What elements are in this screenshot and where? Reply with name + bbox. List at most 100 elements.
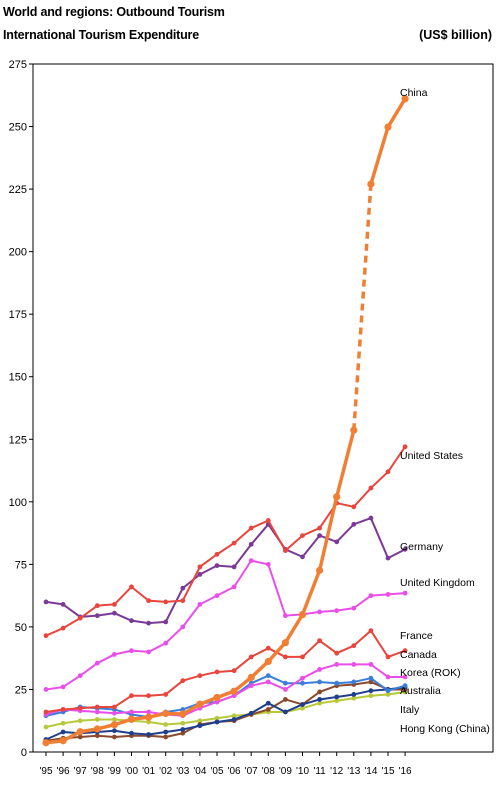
series-united-kingdom xyxy=(43,558,408,692)
series-label: France xyxy=(400,630,433,642)
data-point xyxy=(180,598,186,604)
data-point xyxy=(146,649,152,655)
data-point xyxy=(402,444,408,450)
data-point xyxy=(317,689,322,695)
data-point xyxy=(231,717,237,722)
data-point xyxy=(60,720,66,726)
data-point xyxy=(112,652,117,657)
series-line xyxy=(45,663,407,717)
plot-frame xyxy=(32,63,494,753)
data-point xyxy=(351,692,357,697)
data-point xyxy=(351,605,357,611)
data-point xyxy=(401,95,409,103)
data-point xyxy=(129,693,134,699)
data-point xyxy=(146,732,152,737)
data-point xyxy=(283,687,288,692)
data-point xyxy=(129,648,134,654)
data-point xyxy=(163,640,169,646)
data-point xyxy=(402,648,408,654)
data-point xyxy=(77,734,83,740)
data-point xyxy=(163,619,169,625)
x-tick-label: '97 xyxy=(74,766,87,777)
data-point xyxy=(317,667,322,672)
data-point xyxy=(334,608,340,614)
data-point xyxy=(368,593,374,599)
x-tick-label: '15 xyxy=(381,766,394,777)
y-tick-label: 175 xyxy=(9,309,27,321)
data-point xyxy=(146,719,152,725)
data-point xyxy=(230,687,238,695)
data-point xyxy=(368,679,374,685)
data-point xyxy=(163,722,169,727)
data-point xyxy=(351,679,357,685)
series-line xyxy=(44,428,356,745)
data-point xyxy=(247,673,255,682)
data-point xyxy=(77,705,83,711)
data-point xyxy=(197,564,203,570)
data-point xyxy=(163,599,169,605)
data-point xyxy=(317,679,322,685)
data-point xyxy=(368,662,374,667)
data-point xyxy=(265,700,271,706)
data-point xyxy=(59,737,67,745)
data-point xyxy=(77,615,83,621)
data-point xyxy=(94,603,100,609)
data-point xyxy=(264,657,272,666)
data-point xyxy=(300,533,305,538)
x-tick-label: '02 xyxy=(159,766,172,777)
data-point xyxy=(265,707,271,712)
data-point xyxy=(368,515,374,521)
data-point xyxy=(317,700,322,706)
series-label: United States xyxy=(400,450,463,462)
x-tick-label: '00 xyxy=(125,766,138,777)
data-point xyxy=(351,504,357,510)
data-point xyxy=(231,564,237,570)
data-point xyxy=(248,654,254,660)
data-point xyxy=(333,493,341,501)
data-point xyxy=(94,717,100,722)
data-point xyxy=(351,662,357,667)
data-point xyxy=(231,540,237,546)
data-point xyxy=(42,739,50,747)
data-point xyxy=(402,683,408,689)
series-line xyxy=(45,629,407,713)
y-tick-label: 275 xyxy=(9,59,27,71)
data-point xyxy=(385,654,391,660)
x-tick-label: '01 xyxy=(142,766,155,777)
chart-subtitle: International Tourism Expenditure xyxy=(3,28,199,42)
data-point xyxy=(60,729,66,735)
series-line xyxy=(45,690,407,728)
data-point xyxy=(283,654,288,660)
data-point xyxy=(76,728,84,736)
series-label: Italy xyxy=(400,704,420,716)
data-point xyxy=(43,709,49,715)
data-point xyxy=(163,734,169,740)
data-point xyxy=(214,715,220,721)
data-point xyxy=(317,525,322,531)
data-point xyxy=(112,710,117,716)
data-point xyxy=(283,697,288,702)
y-tick-label: 25 xyxy=(15,684,27,696)
series-china xyxy=(42,95,409,747)
data-point xyxy=(180,624,186,630)
data-point xyxy=(145,713,153,721)
y-axis: 0 25 50 75 100 125 150 175 200 225 250 275 xyxy=(9,59,33,759)
data-point xyxy=(110,721,118,729)
data-point xyxy=(43,724,49,730)
x-tick-label: '16 xyxy=(399,766,412,777)
y-tick-label: 125 xyxy=(9,434,27,446)
data-point xyxy=(214,551,220,557)
data-point xyxy=(112,717,117,722)
data-point xyxy=(112,728,117,734)
data-point xyxy=(197,601,203,607)
data-point xyxy=(60,601,66,607)
units-label: (US$ billion) xyxy=(419,28,492,42)
data-point xyxy=(402,590,408,596)
series-label: Australia xyxy=(400,685,441,697)
x-tick-label: '04 xyxy=(193,766,206,777)
data-point xyxy=(367,180,375,188)
data-point xyxy=(214,719,220,725)
data-point xyxy=(129,730,134,736)
series-label: Hong Kong (China) xyxy=(400,723,490,735)
